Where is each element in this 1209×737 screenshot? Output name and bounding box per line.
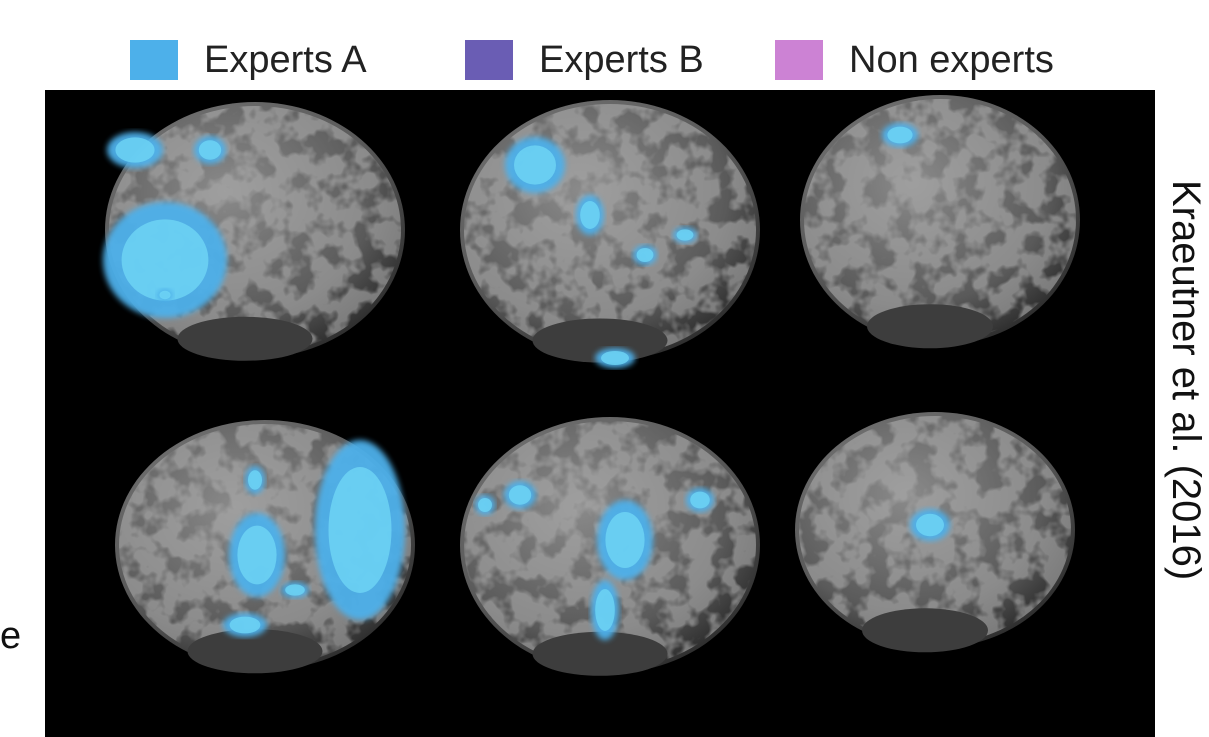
cerebellum: [867, 304, 993, 349]
activation-core: [676, 229, 694, 241]
cerebellum: [532, 631, 668, 676]
brain-render: [800, 95, 1080, 349]
activation-core: [159, 290, 171, 300]
activation-core: [478, 498, 492, 512]
activation-core: [690, 491, 710, 509]
brain-render: [460, 100, 760, 368]
legend-swatch: [130, 40, 178, 80]
cerebellum: [862, 608, 988, 653]
activation-core: [636, 248, 654, 262]
activation-core: [248, 470, 262, 490]
brain-render: [795, 412, 1075, 653]
activation-core: [916, 513, 944, 537]
legend-swatch: [465, 40, 513, 80]
legend-label: Experts A: [204, 38, 367, 81]
citation: Kraeutner et al. (2016): [1164, 180, 1208, 581]
activation-core: [121, 219, 209, 301]
legend-label: Non experts: [849, 38, 1054, 81]
legend-item: Experts B: [465, 38, 704, 82]
activation-core: [887, 126, 913, 144]
activation-core: [198, 140, 222, 160]
brain-render: [460, 417, 760, 676]
activation-core: [580, 201, 600, 229]
legend-swatch: [775, 40, 823, 80]
legend-item: Non experts: [775, 38, 1054, 82]
activation-core: [237, 525, 277, 585]
text-fragment: e: [0, 615, 22, 657]
activation-core: [508, 485, 532, 505]
activation-core: [285, 584, 305, 596]
brain-gyri: [464, 104, 756, 356]
brain-render: [115, 420, 415, 674]
cerebellum: [187, 629, 323, 674]
legend-label: Experts B: [539, 38, 704, 81]
activation-core: [601, 351, 629, 365]
legend-item: Experts A: [130, 38, 367, 82]
activation-core: [328, 467, 392, 593]
activation-core: [595, 589, 615, 631]
cerebellum: [177, 316, 313, 361]
brain-gyri: [804, 99, 1076, 341]
activation-core: [514, 145, 556, 185]
cerebellum: [532, 318, 668, 363]
activation-core: [229, 616, 261, 634]
brain-render: [103, 102, 405, 361]
activation-core: [115, 137, 155, 163]
activation-core: [605, 512, 645, 568]
brain-image-panel: [45, 90, 1155, 737]
